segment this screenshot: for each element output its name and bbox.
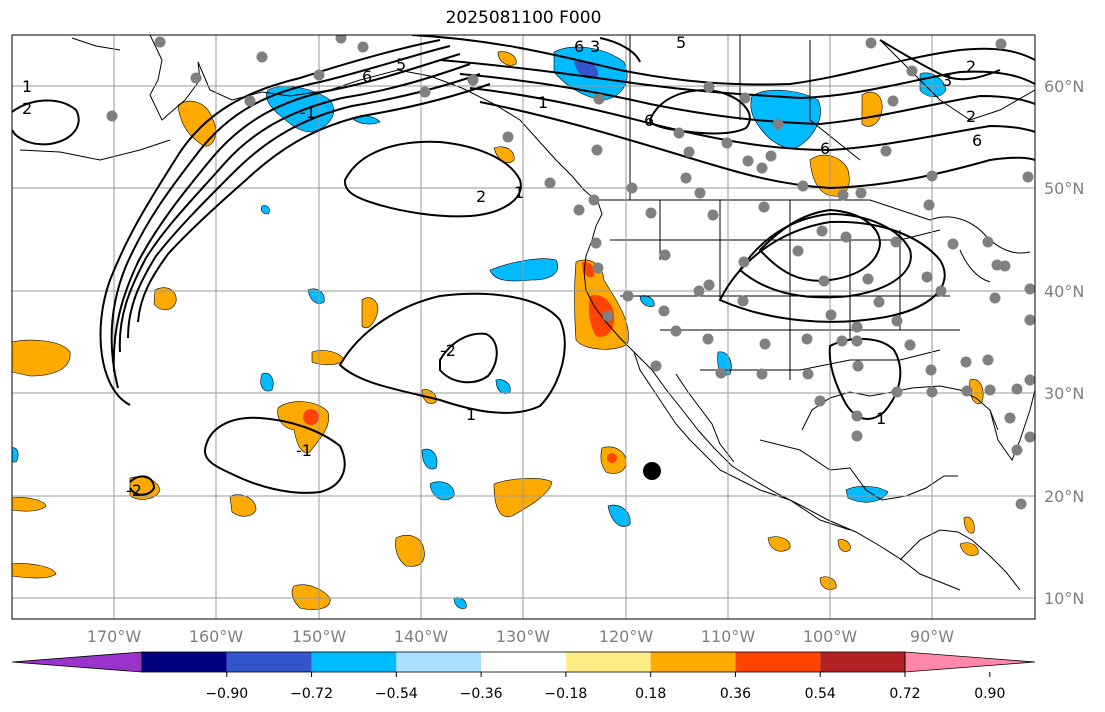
contour-label: 5 — [676, 33, 686, 52]
colorbar-swatch — [481, 652, 566, 672]
colorbar-swatch — [396, 652, 482, 672]
colorbar: −0.90 −0.72 −0.54 −0.36 −0.18 0.18 0.36 0.54 0.7… — [11, 651, 1036, 702]
contour-label: 2 — [476, 187, 486, 206]
contour-label: -1 — [296, 441, 312, 460]
svg-text:140°W: 140°W — [394, 627, 449, 646]
contour-label: 6 — [574, 37, 584, 56]
contour-label: 6 — [820, 139, 830, 158]
colorbar-tick-label: −0.36 — [460, 686, 503, 702]
colorbar-swatch — [565, 652, 651, 672]
colorbar-tick-label: 0.36 — [720, 686, 751, 702]
map-title: 2025081100 F000 — [445, 8, 602, 28]
coastlines — [19, 35, 1035, 591]
contour-label-group: 1 2 6 5 3 -1 1 6 5 1 6 2 6 3 2 -1 -2 -2 … — [22, 33, 982, 500]
colorbar-tick-label: 0.72 — [889, 686, 920, 702]
colorbar-tick-label: 0.54 — [805, 686, 836, 702]
svg-text:110°W: 110°W — [701, 627, 756, 646]
latitude-labels: 60°N 50°N 40°N 30°N 20°N 10°N — [1044, 77, 1084, 608]
svg-text:60°N: 60°N — [1044, 77, 1084, 96]
svg-text:10°N: 10°N — [1044, 589, 1084, 608]
svg-text:120°W: 120°W — [599, 627, 654, 646]
svg-text:30°N: 30°N — [1044, 384, 1084, 403]
contour-label: 2 — [966, 107, 976, 126]
svg-text:50°N: 50°N — [1044, 179, 1084, 198]
contour-label: 1 — [538, 93, 548, 112]
contour-label: 3 — [590, 37, 600, 56]
svg-text:40°N: 40°N — [1044, 282, 1084, 301]
contour-lines — [12, 35, 1035, 496]
colorbar-swatch — [311, 652, 397, 672]
contour-label: 1 — [466, 405, 476, 424]
contour-label: 2 — [966, 57, 976, 76]
point-marker — [643, 462, 661, 480]
contour-label: 6 — [972, 131, 982, 150]
svg-text:130°W: 130°W — [496, 627, 551, 646]
svg-text:100°W: 100°W — [803, 627, 858, 646]
svg-text:20°N: 20°N — [1044, 487, 1084, 506]
contour-label: 3 — [942, 71, 952, 90]
colorbar-tick-label: −0.90 — [205, 686, 248, 702]
colorbar-swatch — [226, 652, 312, 672]
contour-label: 1 — [22, 77, 32, 96]
svg-text:150°W: 150°W — [292, 627, 347, 646]
colorbar-swatch — [735, 652, 821, 672]
contour-label: 6 — [362, 67, 372, 86]
contour-label: 1 — [876, 409, 886, 428]
colorbar-tick-label: 0.18 — [635, 686, 666, 702]
contour-label: 1 — [514, 183, 524, 202]
colorbar-tick-label: 0.90 — [974, 686, 1005, 702]
longitude-labels: 170°W 160°W 150°W 140°W 130°W 120°W 110°… — [87, 627, 954, 646]
contour-label: 5 — [396, 55, 406, 74]
colorbar-tick-label: −0.54 — [375, 686, 418, 702]
colorbar-swatch — [820, 652, 905, 672]
contour-label: -2 — [126, 481, 142, 500]
contour-label: 6 — [644, 111, 654, 130]
colorbar-frame — [141, 651, 906, 673]
svg-text:170°W: 170°W — [87, 627, 142, 646]
svg-text:160°W: 160°W — [189, 627, 244, 646]
colorbar-tick-label: −0.18 — [544, 686, 587, 702]
map-grid — [12, 35, 1035, 619]
colorbar-swatch — [650, 652, 736, 672]
contour-label: -1 — [300, 103, 316, 122]
svg-text:90°W: 90°W — [910, 627, 954, 646]
colorbar-swatch — [142, 652, 227, 672]
map-frame — [11, 34, 1036, 620]
station-markers — [106, 35, 1035, 510]
contour-label: -2 — [440, 341, 456, 360]
colorbar-extend-low — [11, 651, 143, 673]
contour-label: 2 — [22, 99, 32, 118]
colorbar-extend-high — [904, 651, 1036, 673]
colorbar-tick-label: −0.72 — [290, 686, 333, 702]
